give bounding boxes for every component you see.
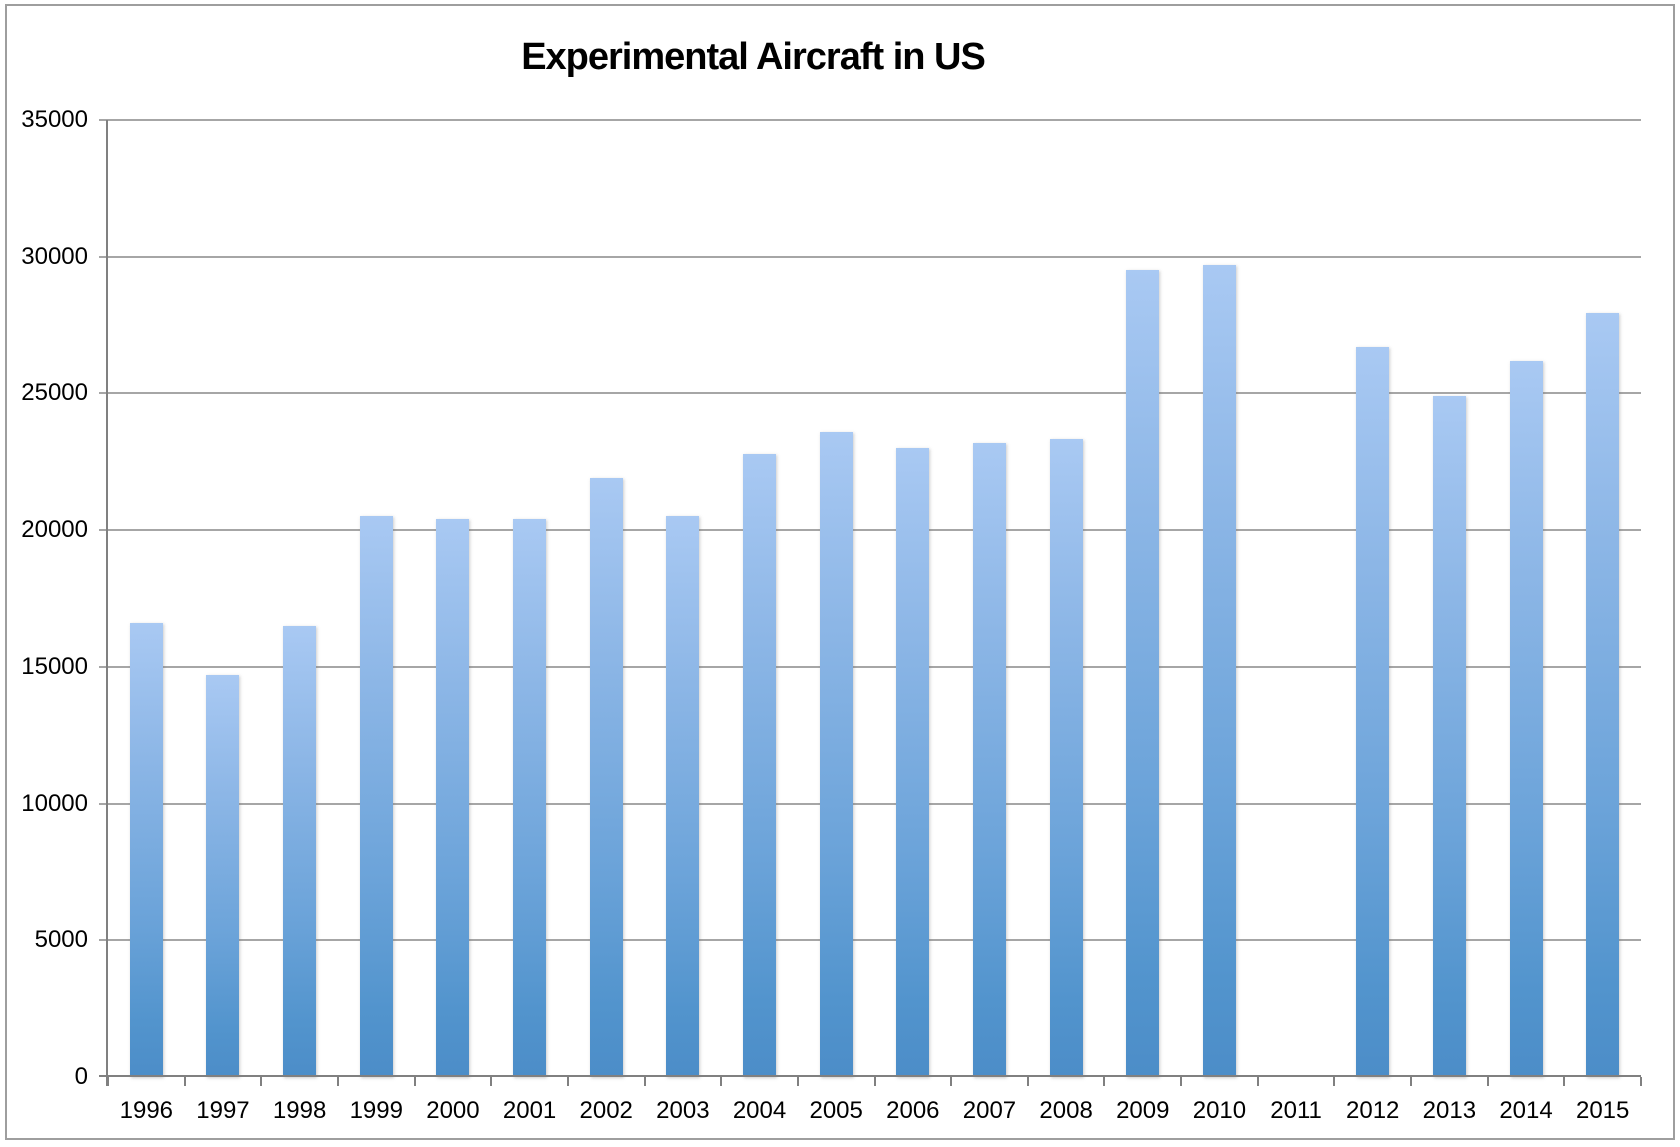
x-tick-mark	[107, 1077, 109, 1086]
x-tick-label-2015: 2015	[1575, 1097, 1630, 1124]
x-tick-label-2000: 2000	[426, 1097, 480, 1124]
bar-1997[interactable]	[206, 675, 240, 1077]
gridline-15000	[99, 665, 1641, 668]
x-tick-mark	[1563, 1077, 1566, 1086]
x-tick-label-2004: 2004	[732, 1097, 787, 1124]
x-tick-label-2001: 2001	[502, 1097, 557, 1124]
x-tick-mark	[1103, 1077, 1106, 1086]
bar-2002[interactable]	[589, 478, 623, 1077]
y-tick-label-30000: 30000	[21, 242, 88, 270]
x-axis-line	[99, 1075, 1641, 1077]
bar-2001[interactable]	[513, 519, 547, 1077]
bar-2010[interactable]	[1202, 264, 1236, 1077]
gridline-25000	[99, 392, 1641, 395]
x-tick-label-2002: 2002	[579, 1097, 633, 1124]
y-tick-label-0: 0	[74, 1063, 88, 1090]
x-tick-mark	[1486, 1077, 1489, 1086]
bar-2014[interactable]	[1509, 360, 1543, 1077]
x-tick-label-2013: 2013	[1422, 1097, 1477, 1124]
y-tick-label-25000: 25000	[21, 379, 88, 407]
x-tick-label-2005: 2005	[809, 1097, 863, 1124]
y-tick-label-15000: 15000	[21, 652, 88, 680]
x-tick-mark	[1256, 1077, 1259, 1086]
x-tick-mark	[566, 1077, 569, 1086]
gridline-35000	[99, 119, 1641, 121]
x-tick-mark	[873, 1077, 876, 1086]
bar-2005[interactable]	[819, 431, 853, 1077]
x-tick-mark	[183, 1077, 186, 1086]
bar-2000[interactable]	[436, 519, 470, 1077]
plot-area: 1996 1997 1998 1999 2000 2001 2002 2003 2004 2005…	[99, 119, 1642, 1124]
bar-2013[interactable]	[1432, 396, 1466, 1077]
y-tick-label-10000: 10000	[21, 789, 88, 817]
bar-1998[interactable]	[283, 625, 317, 1077]
x-tick-label-1999: 1999	[349, 1097, 403, 1124]
x-tick-label-2012: 2012	[1346, 1097, 1400, 1124]
x-tick-mark	[796, 1077, 799, 1086]
bar-2007[interactable]	[972, 442, 1006, 1077]
bar-2015[interactable]	[1586, 312, 1620, 1077]
x-tick-label-2007: 2007	[962, 1097, 1017, 1124]
bar-2004[interactable]	[743, 453, 777, 1077]
bar-2008[interactable]	[1049, 438, 1083, 1077]
x-tick-label-2008: 2008	[1039, 1097, 1093, 1124]
x-tick-label-2003: 2003	[656, 1097, 710, 1124]
x-tick-label-1996: 1996	[119, 1097, 174, 1124]
x-tick-label-1997: 1997	[196, 1097, 250, 1124]
bar-1999[interactable]	[359, 516, 393, 1077]
chart-title: Experimental Aircraft in US	[521, 36, 986, 78]
x-tick-mark	[1410, 1077, 1413, 1086]
x-tick-mark	[336, 1077, 339, 1086]
gridline-5000	[99, 939, 1641, 942]
x-tick-mark	[950, 1077, 953, 1086]
x-tick-label-2014: 2014	[1499, 1097, 1553, 1124]
y-tick-label-20000: 20000	[21, 516, 88, 544]
x-tick-label-2009: 2009	[1116, 1097, 1170, 1124]
x-tick-mark	[643, 1077, 646, 1086]
gridline-20000	[99, 529, 1641, 532]
x-tick-label-2011: 2011	[1270, 1097, 1322, 1124]
y-tick-label-5000: 5000	[34, 926, 88, 954]
x-tick-mark	[720, 1077, 723, 1086]
x-tick-mark	[260, 1077, 263, 1086]
bar-2012[interactable]	[1356, 346, 1390, 1077]
bar-2006[interactable]	[896, 448, 930, 1077]
bar-2009[interactable]	[1126, 270, 1160, 1077]
x-tick-label-2010: 2010	[1192, 1097, 1247, 1124]
bar-1996[interactable]	[129, 623, 163, 1077]
x-tick-mark	[413, 1077, 416, 1086]
x-tick-mark	[1333, 1077, 1336, 1086]
x-tick-label-2006: 2006	[886, 1097, 940, 1124]
x-tick-mark	[1640, 1077, 1642, 1086]
x-tick-mark	[490, 1077, 493, 1086]
x-tick-mark	[1180, 1077, 1183, 1086]
gridline-30000	[99, 255, 1641, 258]
bar-2003[interactable]	[666, 516, 700, 1077]
x-tick-label-1998: 1998	[272, 1097, 327, 1124]
y-axis-line	[106, 120, 108, 1086]
gridline-10000	[99, 802, 1641, 805]
y-tick-label-35000: 35000	[21, 106, 88, 133]
x-tick-mark	[1026, 1077, 1029, 1086]
